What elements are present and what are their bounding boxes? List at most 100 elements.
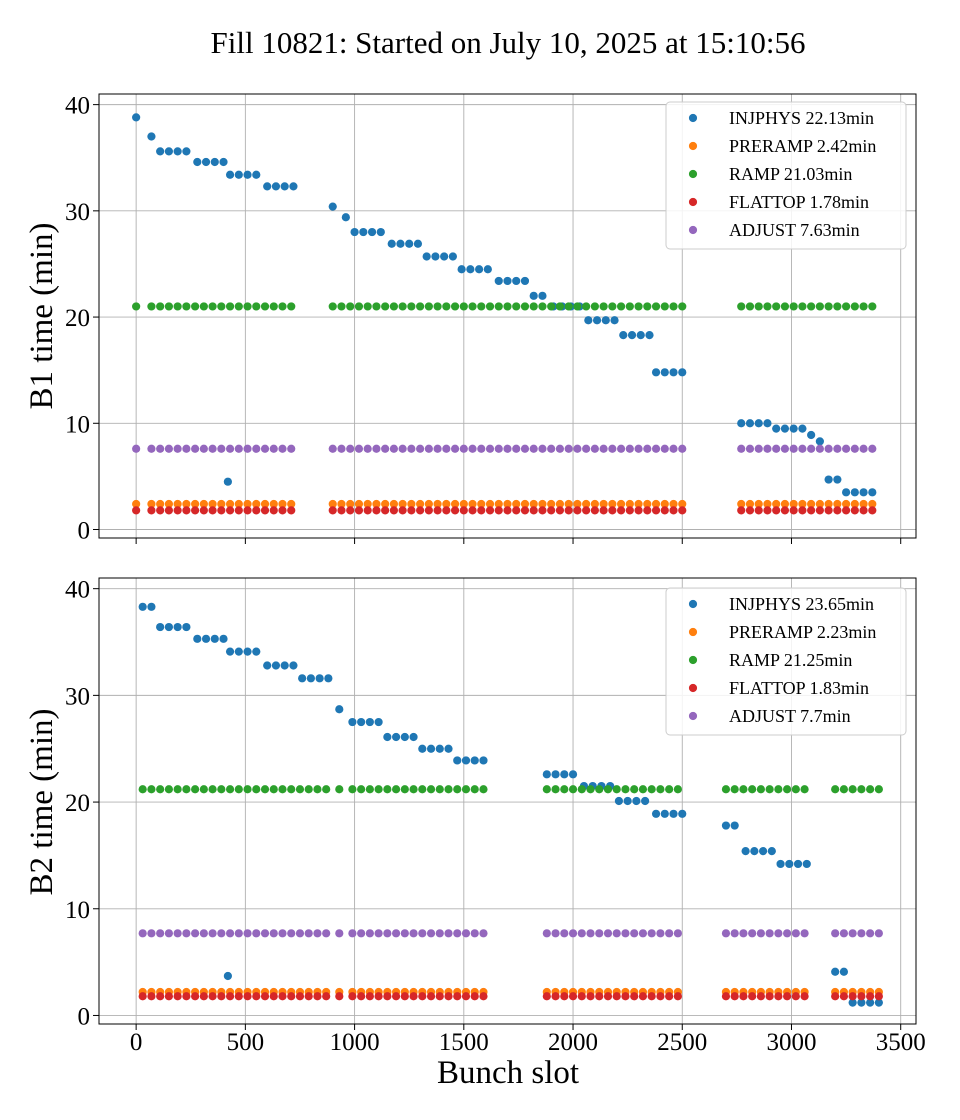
b1-legend-item: ADJUST 7.63min [688, 220, 860, 240]
b1-adjust-point [182, 444, 191, 453]
b2-ramp-point [304, 785, 313, 794]
b2-flattop-point [313, 992, 322, 1001]
b2-injphys-point [785, 859, 794, 869]
b1-injphys-point [737, 419, 746, 428]
b1-injphys-point [772, 424, 781, 433]
b2-adjust-point [586, 929, 595, 938]
b1-preramp-point [772, 499, 781, 509]
b1-flattop-point [225, 506, 235, 515]
b2-injphys-point [280, 661, 289, 670]
b1-injphys-point [850, 488, 859, 497]
b1-adjust-point [789, 444, 798, 453]
b1-flattop-point [442, 506, 451, 515]
b1-flattop-point [651, 506, 661, 515]
b2-adjust-point [848, 929, 857, 938]
b2-adjust-point [470, 929, 479, 938]
b1-adjust-point [199, 444, 208, 453]
b1-ramp-point [269, 302, 278, 311]
b1-preramp-point [191, 499, 200, 509]
b2-ramp-point [542, 785, 551, 794]
b1-adjust-point [678, 444, 687, 453]
b2-adjust-point [461, 929, 471, 938]
b1-preramp-point [182, 499, 191, 509]
b1-flattop-point [643, 506, 652, 515]
b1-injphys-point [824, 475, 833, 484]
b1-adjust-point [660, 444, 669, 453]
b2-flattop-point [269, 992, 278, 1001]
b1-adjust-point [780, 444, 790, 453]
b2-adjust-point [665, 929, 674, 938]
b1-ramp-point [772, 302, 781, 311]
b2-injphys-point [374, 717, 383, 727]
b2-injphys-point [669, 809, 678, 818]
b1-injphys-point [610, 316, 619, 325]
b1-adjust-point [477, 444, 486, 453]
b1-adjust-point [669, 444, 678, 453]
b2-legend-item: PRERAMP 2.23min [688, 622, 876, 642]
b1-preramp-point [503, 499, 512, 509]
b1-flattop-point [485, 506, 495, 515]
b1-preramp-point [815, 499, 824, 509]
b1-data [132, 113, 877, 515]
b1-flattop-point [354, 506, 364, 515]
b2-flattop-point [444, 992, 453, 1001]
b1-legend: INJPHYS 22.13min PRERAMP 2.42min RAMP 21.0… [665, 101, 907, 250]
b2-ramp-point [182, 785, 191, 794]
b1-adjust-point [156, 444, 165, 453]
b2-injphys-point [418, 744, 427, 753]
b1-preramp-point [269, 499, 278, 509]
b2-flattop-point [595, 992, 604, 1001]
b1-ramp-point [573, 302, 582, 311]
b2-ramp-point [638, 785, 648, 794]
b2-adjust-point [199, 929, 208, 938]
b2-flattop-point [542, 992, 551, 1001]
b2-flattop-point [774, 992, 783, 1001]
b1-flattop-point [780, 506, 790, 515]
b2-adjust-point [208, 929, 217, 938]
b1-ramp-point [859, 302, 868, 311]
b1-adjust-point [208, 444, 217, 453]
b2-adjust-point [739, 929, 748, 938]
b2-ramp-point [656, 785, 665, 794]
b1-ramp-point [625, 302, 634, 311]
b1-adjust-point [243, 444, 252, 453]
b1-flattop-point [407, 506, 416, 515]
b2-injphys-point [793, 859, 803, 869]
b2-ramp-point [348, 785, 357, 794]
b1-injphys-point [754, 419, 763, 428]
b1-flattop-point [520, 506, 530, 515]
b2-flattop-point [783, 992, 792, 1001]
b1-ramp-point [337, 302, 346, 311]
b2-legend-box [665, 587, 907, 736]
b1-injphys-point [627, 331, 637, 340]
b1-adjust-point [754, 444, 763, 453]
b2-adjust-point [418, 929, 427, 938]
b1-injphys-point [225, 170, 235, 179]
b1-preramp-point [590, 499, 599, 509]
b1-adjust-point [573, 444, 582, 453]
b1-legend-marker [688, 141, 698, 151]
b1-injphys-point [396, 239, 405, 248]
b2-adjust-point [335, 929, 344, 938]
b2-adjust-point [730, 929, 739, 938]
b1-injphys-point [367, 227, 377, 237]
b1-adjust-point [225, 444, 235, 453]
b1-flattop-point [763, 506, 772, 515]
b1-legend-item: FLATTOP 1.78min [688, 192, 869, 212]
b2-flattop-point [748, 992, 757, 1001]
b2-ramp-point [595, 785, 604, 794]
b1-ramp-point [780, 302, 790, 311]
b1-preramp-point [407, 499, 416, 509]
b1-ramp-point [868, 302, 877, 311]
b2-injphys-point [678, 809, 687, 818]
b2-adjust-point [173, 929, 182, 938]
b1-injphys-point [745, 419, 755, 428]
b2-adjust-point [800, 929, 809, 938]
b1-injphys-point [678, 368, 687, 377]
b2-injphys-point [243, 647, 252, 656]
b1-injphys-point [182, 147, 191, 156]
b2-flattop-point [260, 992, 270, 1001]
b1-ramp-point [608, 302, 617, 311]
b2-flattop-point [156, 992, 165, 1001]
b1-preramp-point [442, 499, 451, 509]
